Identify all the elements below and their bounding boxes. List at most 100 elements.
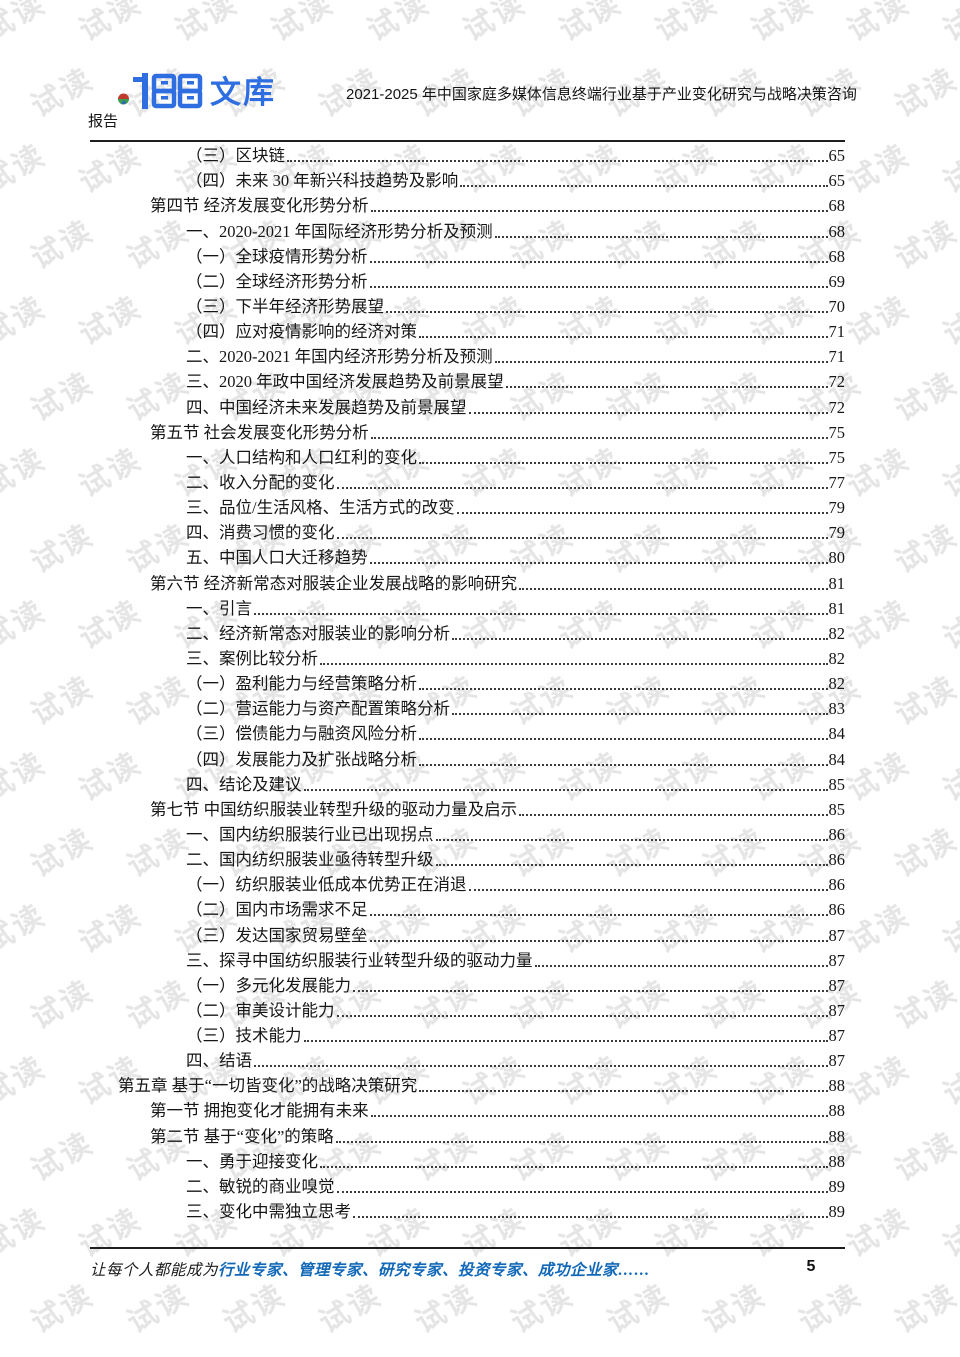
toc-entry-label: 三、案例比较分析 xyxy=(186,648,318,668)
toc-entry[interactable]: （二）审美设计能力 87 xyxy=(0,997,960,1022)
toc-dotted-leader xyxy=(419,461,828,464)
toc-dotted-leader xyxy=(435,864,828,867)
toc-entry-label: （三）发达国家贸易壁垒 xyxy=(186,925,368,945)
toc-entry[interactable]: 四、中国经济未来发展趋势及前景展望 72 xyxy=(0,393,960,418)
toc-entry-page: 86 xyxy=(828,875,846,895)
toc-entry[interactable]: （三）区块链 65 xyxy=(0,142,960,167)
toc-entry[interactable]: （二）全球经济形势分析 69 xyxy=(0,268,960,293)
toc-entry-page: 87 xyxy=(828,1026,846,1046)
toc-entry-page: 89 xyxy=(828,1202,846,1222)
footer-slogan: 让每个人都能成为行业专家、管理专家、研究专家、投资专家、成功企业家…… xyxy=(90,1258,650,1280)
toc-entry[interactable]: （四）发展能力及扩张战略分析 84 xyxy=(0,745,960,770)
toc-entry-label: 第二节 基于“变化”的策略 xyxy=(150,1126,334,1146)
toc-entry[interactable]: 三、探寻中国纺织服装行业转型升级的驱动力量 87 xyxy=(0,947,960,972)
toc-entry[interactable]: 二、经济新常态对服装业的影响分析 82 xyxy=(0,620,960,645)
toc-dotted-leader xyxy=(419,336,828,339)
toc-entry[interactable]: （二）国内市场需求不足 86 xyxy=(0,896,960,921)
toc-entry[interactable]: 二、敏锐的商业嗅觉 89 xyxy=(0,1173,960,1198)
logo-155-icon xyxy=(118,73,203,109)
toc-entry-label: 第五节 社会发展变化形势分析 xyxy=(150,422,369,442)
toc-entry-label: 三、变化中需独立思考 xyxy=(186,1202,351,1222)
toc-entry[interactable]: （一）纺织服装业低成本优势正在消退 86 xyxy=(0,871,960,896)
toc-entry-label: （四）发展能力及扩张战略分析 xyxy=(186,749,417,769)
toc-entry[interactable]: （二）营运能力与资产配置策略分析 83 xyxy=(0,695,960,720)
toc-entry[interactable]: 五、中国人口大迁移趋势 80 xyxy=(0,544,960,569)
toc-entry-page: 75 xyxy=(828,447,846,467)
toc-entry[interactable]: 二、2020-2021 年国内经济形势分析及预测 71 xyxy=(0,343,960,368)
toc-entry-page: 86 xyxy=(828,850,846,870)
toc-entry[interactable]: （一）多元化发展能力 87 xyxy=(0,972,960,997)
toc-entry-label: 四、中国经济未来发展趋势及前景展望 xyxy=(186,397,467,417)
watermark-text: 试读 xyxy=(937,0,960,48)
toc-entry[interactable]: 一、勇于迎接变化 88 xyxy=(0,1148,960,1173)
toc-entry-label: 一、2020-2021 年国际经济形势分析及预测 xyxy=(186,221,493,241)
toc-entry[interactable]: 三、变化中需独立思考 89 xyxy=(0,1198,960,1223)
toc-entry[interactable]: 四、结语 87 xyxy=(0,1047,960,1072)
toc-entry-page: 68 xyxy=(828,246,846,266)
toc-entry[interactable]: （一）盈利能力与经营策略分析 82 xyxy=(0,670,960,695)
toc-entry[interactable]: 一、人口结构和人口红利的变化 75 xyxy=(0,444,960,469)
header-divider xyxy=(90,140,845,142)
toc-entry-label: （三）区块链 xyxy=(186,146,285,166)
toc-entry[interactable]: （三）偿债能力与融资风险分析 84 xyxy=(0,720,960,745)
toc-entry-label: 第五章 基于“一切皆变化”的战略决策研究 xyxy=(118,1076,418,1096)
toc-dotted-leader xyxy=(494,235,828,238)
toc-entry[interactable]: 四、消费习惯的变化 79 xyxy=(0,519,960,544)
watermark-text: 试读 xyxy=(217,1278,292,1340)
toc-entry[interactable]: 四、结论及建议 85 xyxy=(0,771,960,796)
toc-entry-page: 81 xyxy=(828,598,846,618)
footer-slogan-prefix: 让每个人都能成为 xyxy=(90,1262,219,1279)
toc-entry[interactable]: 第五章 基于“一切皆变化”的战略决策研究 88 xyxy=(0,1072,960,1097)
toc-entry[interactable]: 一、2020-2021 年国际经济形势分析及预测 68 xyxy=(0,217,960,242)
toc-entry-label: 二、经济新常态对服装业的影响分析 xyxy=(186,623,450,643)
toc-dotted-leader xyxy=(353,989,828,992)
toc-entry[interactable]: 第六节 经济新常态对服装企业发展战略的影响研究 81 xyxy=(0,569,960,594)
toc-entry-page: 70 xyxy=(828,296,846,316)
toc-dotted-leader xyxy=(369,285,828,288)
toc-entry-page: 79 xyxy=(828,498,846,518)
toc-entry[interactable]: （三）发达国家贸易壁垒 87 xyxy=(0,921,960,946)
toc-entry-label: 第四节 经济发展变化形势分析 xyxy=(150,196,369,216)
toc-entry-page: 69 xyxy=(828,271,846,291)
toc-entry-label: 一、人口结构和人口红利的变化 xyxy=(186,447,417,467)
toc-entry[interactable]: 三、品位/生活风格、生活方式的改变 79 xyxy=(0,494,960,519)
toc-entry[interactable]: 第四节 经济发展变化形势分析 68 xyxy=(0,192,960,217)
site-logo: 文库 xyxy=(116,70,276,114)
toc-entry[interactable]: 二、收入分配的变化 77 xyxy=(0,469,960,494)
watermark-text: 试读 xyxy=(361,0,436,48)
toc-entry-page: 68 xyxy=(828,221,846,241)
toc-entry-label: （二）营运能力与资产配置策略分析 xyxy=(186,699,450,719)
toc-entry[interactable]: （一）全球疫情形势分析 68 xyxy=(0,243,960,268)
watermark-text: 试读 xyxy=(841,0,916,48)
toc-dotted-leader xyxy=(419,688,828,691)
toc-entry-page: 72 xyxy=(828,372,846,392)
toc-entry[interactable]: 第一节 拥抱变化才能拥有未来 88 xyxy=(0,1097,960,1122)
toc-entry-label: 二、收入分配的变化 xyxy=(186,472,335,492)
toc-dotted-leader xyxy=(452,713,828,716)
toc-entry[interactable]: 第二节 基于“变化”的策略 88 xyxy=(0,1122,960,1147)
toc-entry[interactable]: 第七节 中国纺织服装业转型升级的驱动力量及启示 85 xyxy=(0,796,960,821)
toc-entry-page: 83 xyxy=(828,699,846,719)
toc-entry[interactable]: 三、案例比较分析 82 xyxy=(0,645,960,670)
toc-entry[interactable]: （三）技术能力 87 xyxy=(0,1022,960,1047)
toc-entry[interactable]: 第五节 社会发展变化形势分析 75 xyxy=(0,419,960,444)
toc-entry[interactable]: （四）未来 30 年新兴科技趋势及影响 65 xyxy=(0,167,960,192)
toc-dotted-leader xyxy=(435,838,828,841)
report-title-line2: 报告 xyxy=(88,113,119,130)
toc-entry[interactable]: （三）下半年经济形势展望 70 xyxy=(0,293,960,318)
toc-dotted-leader xyxy=(468,411,828,414)
toc-entry-page: 89 xyxy=(828,1176,846,1196)
toc-entry[interactable]: 一、国内纺织服装行业已出现拐点 86 xyxy=(0,821,960,846)
toc-entry[interactable]: （四）应对疫情影响的经济对策 71 xyxy=(0,318,960,343)
toc-entry-label: （三）偿债能力与融资风险分析 xyxy=(186,724,417,744)
toc-entry-page: 87 xyxy=(828,950,846,970)
watermark-text: 试读 xyxy=(697,1278,772,1340)
toc-entry-page: 80 xyxy=(828,548,846,568)
toc-entry[interactable]: 二、国内纺织服装业亟待转型升级 86 xyxy=(0,846,960,871)
toc-entry-label: 一、引言 xyxy=(186,598,252,618)
toc-dotted-leader xyxy=(335,1140,828,1143)
toc-dotted-leader xyxy=(287,160,828,163)
toc-entry[interactable]: 三、2020 年政中国经济发展趋势及前景展望 72 xyxy=(0,368,960,393)
toc-entry-label: 第七节 中国纺织服装业转型升级的驱动力量及启示 xyxy=(150,799,518,819)
toc-entry[interactable]: 一、引言 81 xyxy=(0,595,960,620)
